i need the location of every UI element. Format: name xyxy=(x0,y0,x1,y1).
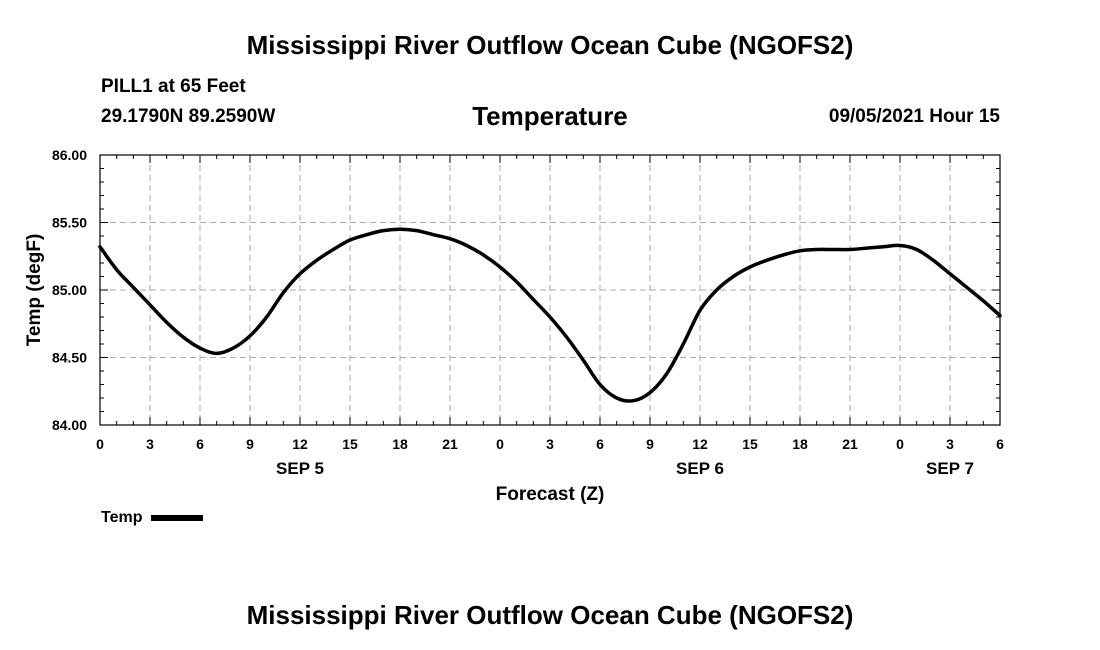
x-tick-label: 12 xyxy=(692,436,708,452)
x-tick-label: 21 xyxy=(442,436,458,452)
x-tick-label: 6 xyxy=(596,436,604,452)
x-tick-label: 3 xyxy=(946,436,954,452)
x-tick-label: 9 xyxy=(646,436,654,452)
x-tick-label: 0 xyxy=(896,436,904,452)
station-label: PILL1 at 65 Feet xyxy=(101,76,246,97)
x-tick-label: 6 xyxy=(996,436,1004,452)
x-tick-label: 12 xyxy=(292,436,308,452)
x-tick-label: 3 xyxy=(546,436,554,452)
station-coordinates: 29.1790N 89.2590W xyxy=(101,106,276,127)
legend: Temp xyxy=(101,509,204,527)
legend-label-temp: Temp xyxy=(101,509,143,526)
x-tick-label: 9 xyxy=(246,436,254,452)
x-tick-label: 3 xyxy=(146,436,154,452)
date-labels: SEP 5 SEP 6 SEP 7 xyxy=(276,459,974,478)
x-axis-tick-labels: 0 3 6 9 12 15 18 21 0 3 6 9 12 15 18 21 0 3 6 xyxy=(96,436,1004,452)
date-label: SEP 6 xyxy=(676,459,724,478)
x-tick-label: 18 xyxy=(792,436,808,452)
chart-title: Mississippi River Outflow Ocean Cube (NG… xyxy=(246,30,854,60)
y-tick-label: 85.00 xyxy=(52,282,87,298)
x-axis-label: Forecast (Z) xyxy=(496,484,605,505)
chart-grid xyxy=(100,155,1000,425)
y-tick-label: 86.00 xyxy=(52,147,87,163)
y-tick-label: 85.50 xyxy=(52,215,87,231)
y-axis-label: Temp (degF) xyxy=(24,234,45,347)
date-label: SEP 5 xyxy=(276,459,324,478)
forecast-datetime: 09/05/2021 Hour 15 xyxy=(828,106,1000,127)
y-tick-label: 84.50 xyxy=(52,350,87,366)
date-label: SEP 7 xyxy=(926,459,974,478)
legend-swatch-temp xyxy=(151,515,204,521)
footer-title: Mississippi River Outflow Ocean Cube (NG… xyxy=(246,600,854,630)
x-tick-label: 18 xyxy=(392,436,408,452)
x-tick-label: 0 xyxy=(96,436,104,452)
axis-ticks xyxy=(99,154,1001,426)
y-axis-tick-labels: 84.00 84.50 85.00 85.50 86.00 xyxy=(52,147,87,433)
y-tick-label: 84.00 xyxy=(52,417,87,433)
variable-title: Temperature xyxy=(472,101,628,131)
x-tick-label: 15 xyxy=(742,436,758,452)
x-tick-label: 6 xyxy=(196,436,204,452)
series-line-temp xyxy=(98,227,1002,403)
x-tick-label: 0 xyxy=(496,436,504,452)
x-tick-label: 15 xyxy=(342,436,358,452)
x-tick-label: 21 xyxy=(842,436,858,452)
